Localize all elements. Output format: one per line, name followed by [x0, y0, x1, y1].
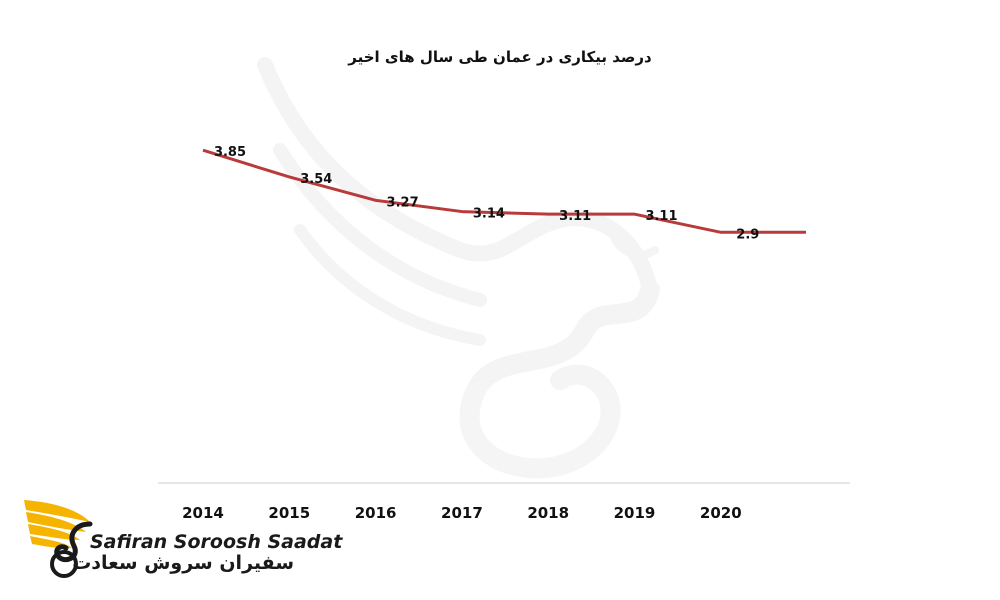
brand-logo: Safiran Soroosh Saadat سفیران سروش سعادت	[20, 494, 342, 584]
chart-title: درصد بیکاری در عمان طی سال های اخیر	[348, 48, 652, 66]
data-label: 3.11	[559, 209, 591, 224]
x-tick-label: 2014	[182, 504, 224, 522]
data-label: 3.54	[300, 172, 332, 187]
data-label: 3.14	[473, 207, 505, 222]
brand-name-fa: سفیران سروش سعادت	[72, 552, 294, 574]
data-label: 3.11	[645, 209, 677, 224]
data-label: 3.85	[214, 145, 246, 160]
brand-name-en: Safiran Soroosh Saadat	[90, 531, 343, 553]
series-line	[202, 148, 806, 234]
x-tick-label: 2018	[527, 504, 569, 522]
watermark-logo	[257, 57, 660, 479]
x-tick-label: 2020	[700, 504, 742, 522]
data-label: 2.9	[736, 227, 759, 242]
x-tick-label: 2015	[268, 504, 310, 522]
wing-logo-icon	[24, 500, 93, 578]
x-tick-label: 2019	[614, 504, 656, 522]
x-tick-label: 2017	[441, 504, 483, 522]
x-tick-label: 2016	[355, 504, 397, 522]
data-label: 3.27	[387, 195, 419, 210]
